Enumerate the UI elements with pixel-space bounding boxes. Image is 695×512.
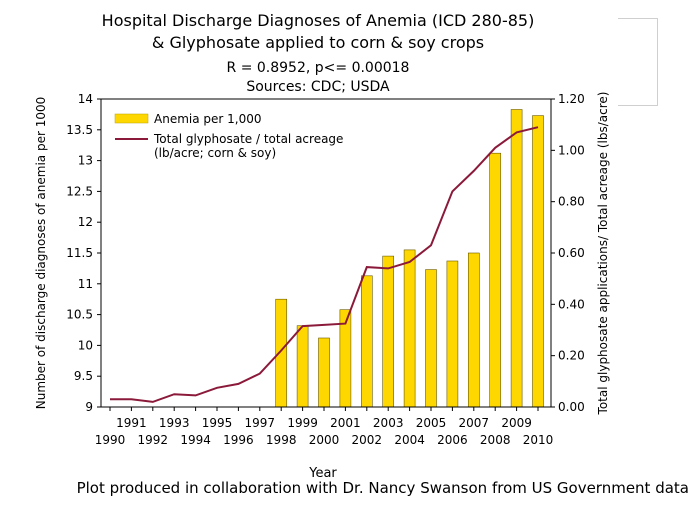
chart-title: Hospital Discharge Diagnoses of Anemia (… bbox=[102, 11, 535, 30]
x-tick-label: 1995 bbox=[202, 416, 233, 430]
y-tick-label: 11 bbox=[78, 277, 93, 291]
footer-credit: Plot produced in collaboration with Dr. … bbox=[76, 479, 689, 497]
chart: Hospital Discharge Diagnoses of Anemia (… bbox=[34, 11, 610, 480]
x-tick-label: 1994 bbox=[180, 433, 211, 447]
y-tick-label: 12.5 bbox=[66, 184, 93, 198]
legend: Anemia per 1,000 Total glyphosate / tota… bbox=[114, 112, 343, 160]
bar-anemia-2006 bbox=[446, 260, 459, 408]
bar-anemia-1998 bbox=[275, 298, 288, 408]
x-tick-label: 2005 bbox=[416, 416, 447, 430]
x-tick-label: 2000 bbox=[309, 433, 340, 447]
bar-anemia-2000 bbox=[318, 337, 330, 408]
legend-swatch-anemia bbox=[114, 113, 149, 124]
x-tick-label: 1991 bbox=[116, 416, 147, 430]
x-tick-label: 2003 bbox=[373, 416, 404, 430]
x-tick-label: 2008 bbox=[480, 433, 511, 447]
y-tick-label: 10.5 bbox=[66, 308, 93, 322]
x-tick-label: 2006 bbox=[437, 433, 468, 447]
y-axis-label: Number of discharge diagnoses of anemia … bbox=[34, 97, 48, 409]
bar-anemia-2008 bbox=[489, 152, 502, 408]
y-tick-label: 9.5 bbox=[74, 369, 93, 383]
y-tick-label: 10 bbox=[78, 338, 93, 352]
y2-tick-label: 0.80 bbox=[558, 195, 585, 209]
legend-label-glyphosate-units: (lb/acre; corn & soy) bbox=[154, 146, 276, 160]
x-tick-label: 1998 bbox=[266, 433, 297, 447]
bar-anemia-2005 bbox=[425, 269, 437, 408]
legend-label-anemia: Anemia per 1,000 bbox=[154, 112, 262, 126]
x-tick-label: 2004 bbox=[394, 433, 425, 447]
x-tick-label: 2001 bbox=[330, 416, 361, 430]
y-tick-label: 13.5 bbox=[66, 123, 93, 137]
y2-tick-label: 0.00 bbox=[558, 400, 585, 414]
x-tick-label: 2002 bbox=[352, 433, 383, 447]
x-tick-label: 1999 bbox=[287, 416, 318, 430]
y-tick-label: 13 bbox=[78, 154, 93, 168]
chart-sources: Sources: CDC; USDA bbox=[246, 79, 390, 95]
y-tick-label: 14 bbox=[78, 92, 93, 106]
y-tick-label: 11.5 bbox=[66, 246, 93, 260]
x-axis-label: Year bbox=[308, 466, 337, 480]
x-tick-label: 2009 bbox=[501, 416, 532, 430]
chart-title-line2: & Glyphosate applied to corn & soy crops bbox=[152, 33, 484, 52]
x-tick-label: 1990 bbox=[95, 433, 126, 447]
x-tick-label: 1997 bbox=[245, 416, 276, 430]
bar-anemia-2010 bbox=[532, 115, 544, 408]
x-tick-label: 2007 bbox=[459, 416, 490, 430]
y2-tick-label: 1.00 bbox=[558, 143, 585, 157]
bar-anemia-2007 bbox=[467, 252, 480, 408]
y-tick-label: 12 bbox=[78, 215, 93, 229]
y2-tick-label: 0.20 bbox=[558, 349, 585, 363]
bar-anemia-1999 bbox=[296, 325, 309, 408]
x-tick-label: 1993 bbox=[159, 416, 190, 430]
x-tick-label: 1992 bbox=[138, 433, 169, 447]
chart-subtitle: R = 0.8952, p<= 0.00018 bbox=[227, 60, 410, 76]
y2-tick-label: 0.60 bbox=[558, 246, 585, 260]
bar-anemia-2002 bbox=[360, 275, 373, 408]
corner-frame bbox=[618, 18, 658, 106]
line-glyphosate bbox=[110, 126, 539, 403]
bar-anemia-2009 bbox=[510, 109, 523, 408]
legend-label-glyphosate: Total glyphosate / total acreage bbox=[153, 132, 343, 146]
y2-tick-label: 1.20 bbox=[558, 92, 585, 106]
x-tick-label: 2010 bbox=[523, 433, 554, 447]
y-tick-label: 9 bbox=[85, 400, 93, 414]
bar-anemia-2003 bbox=[382, 255, 395, 408]
x-tick-label: 1996 bbox=[223, 433, 254, 447]
y2-axis-label: Total glyphosate applications/ Total acr… bbox=[596, 92, 610, 416]
y2-tick-label: 0.40 bbox=[558, 297, 585, 311]
bar-anemia-2004 bbox=[403, 249, 416, 408]
